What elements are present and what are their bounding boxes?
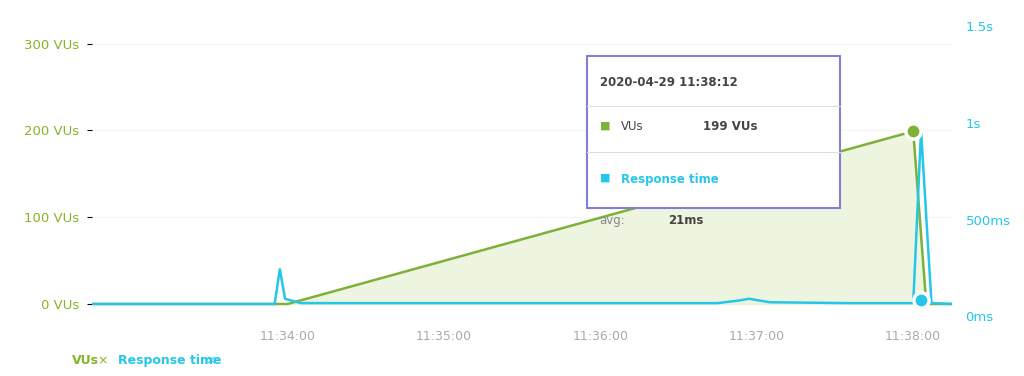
Text: ×: × [205, 355, 215, 367]
Text: VUs: VUs [622, 120, 644, 133]
Text: avg:: avg: [600, 214, 626, 227]
Text: 199 VUs: 199 VUs [702, 120, 758, 133]
Text: VUs: VUs [72, 355, 98, 367]
Text: ×: × [97, 355, 108, 367]
Text: ■: ■ [600, 173, 610, 183]
Text: ■: ■ [600, 120, 610, 130]
Text: 21ms: 21ms [669, 214, 703, 227]
Text: Response time: Response time [622, 173, 719, 186]
FancyBboxPatch shape [587, 56, 841, 208]
Text: 2020-04-29 11:38:12: 2020-04-29 11:38:12 [600, 76, 737, 89]
Text: Response time: Response time [118, 355, 221, 367]
